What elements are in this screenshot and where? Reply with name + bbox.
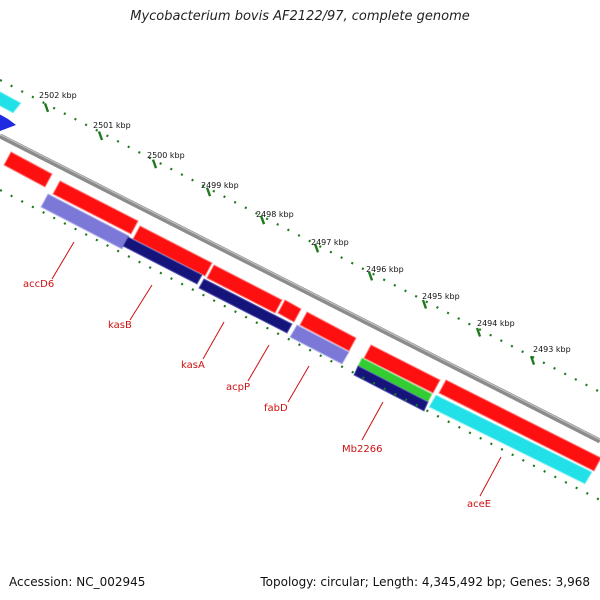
- leader-line: [287, 365, 310, 403]
- periwinkle-gene-feature: [40, 193, 130, 250]
- kbp-label: 2495 kbp: [422, 292, 460, 301]
- red-gene-feature: [438, 379, 600, 472]
- kbp-label: 2499 kbp: [201, 181, 239, 190]
- major-tick: [475, 327, 482, 337]
- kbp-label: 2500 kbp: [147, 151, 185, 160]
- cyan-gene-feature: [0, 91, 22, 114]
- leader-line: [129, 284, 153, 321]
- major-tick: [97, 131, 104, 141]
- leader-line: [479, 456, 502, 497]
- red-gene-feature: [363, 344, 441, 394]
- leader-line: [51, 241, 75, 280]
- kbp-label: 2501 kbp: [93, 121, 131, 130]
- red-gene-feature: [277, 299, 302, 323]
- navy-gene-feature: [198, 278, 293, 334]
- leader-line: [247, 344, 270, 382]
- gene-label-acpP: acpP: [226, 382, 250, 393]
- red-gene-feature: [299, 311, 357, 352]
- major-tick: [151, 159, 158, 169]
- map-title: Mycobacterium bovis AF2122/97, complete …: [130, 9, 470, 24]
- kbp-label: 2498 kbp: [256, 210, 294, 219]
- major-tick: [43, 103, 50, 113]
- genome-backbone-highlight: [0, 134, 600, 440]
- gene-label-aceE: aceE: [467, 499, 491, 510]
- accession-text: Accession: NC_002945: [9, 575, 146, 589]
- genome-stats-text: Topology: circular; Length: 4,345,492 bp…: [260, 575, 590, 589]
- red-gene-feature: [206, 264, 283, 314]
- gene-label-Mb2266: Mb2266: [342, 444, 382, 455]
- major-tick: [259, 215, 266, 225]
- gene-label-leaders: [51, 241, 502, 497]
- major-tick: [367, 271, 374, 281]
- major-tick: [205, 187, 212, 197]
- gene-label-fabD: fabD: [264, 403, 288, 414]
- major-tick: [529, 355, 536, 365]
- periwinkle-gene-feature: [289, 324, 350, 365]
- blue-gene-feature: [0, 114, 16, 131]
- navy-gene-feature: [122, 236, 203, 285]
- kbp-label: 2494 kbp: [477, 319, 515, 328]
- red-gene-feature: [3, 151, 53, 188]
- red-gene-feature: [52, 180, 139, 235]
- kbp-label: 2502 kbp: [39, 91, 77, 100]
- navy-gene-feature: [353, 365, 429, 412]
- cyan-gene-feature: [428, 394, 593, 485]
- leader-line: [202, 321, 225, 360]
- kbp-label: 2497 kbp: [311, 238, 349, 247]
- leader-line: [361, 401, 384, 441]
- gene-label-accD6: accD6: [23, 279, 54, 290]
- major-tick: [421, 299, 428, 309]
- gene-label-kasA: kasA: [181, 360, 205, 371]
- inner-tick-track: [0, 189, 600, 501]
- kbp-label: 2493 kbp: [533, 345, 571, 354]
- genome-backbone: [0, 133, 600, 444]
- red-gene-feature: [132, 225, 213, 277]
- kbp-tick-marks: [43, 103, 536, 365]
- gene-label-kasB: kasB: [108, 320, 132, 331]
- major-tick: [313, 243, 320, 253]
- kbp-label: 2496 kbp: [366, 265, 404, 274]
